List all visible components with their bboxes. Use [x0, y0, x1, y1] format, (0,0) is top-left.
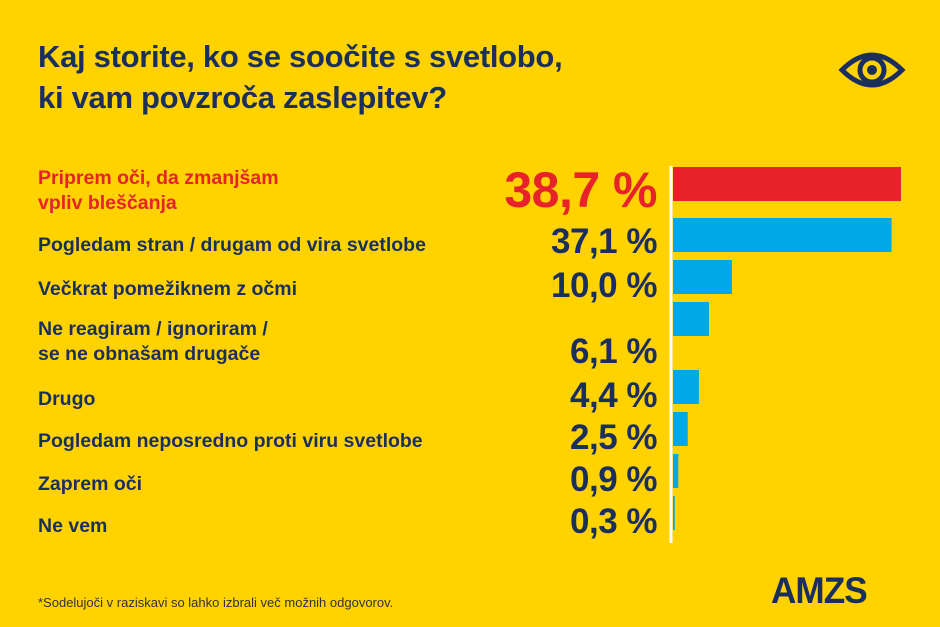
- category-label: Zaprem oči: [38, 473, 143, 495]
- bar: [673, 302, 709, 336]
- chart-title: Kaj storite, ko se soočite s svetlobo, k…: [38, 39, 563, 115]
- bar: [673, 370, 699, 404]
- category-label: Večkrat pomežiknem z očmi: [38, 278, 298, 300]
- value-label: 38,7 %: [504, 162, 657, 218]
- category-label: Ne reagiram / ignoriram / se ne obnašam …: [38, 318, 268, 365]
- value-label: 6,1 %: [570, 332, 658, 371]
- category-label: Drugo: [38, 388, 96, 410]
- category-label: Priprem oči, da zmanjšam vpliv bleščanja: [38, 167, 279, 214]
- bar: [673, 260, 732, 294]
- value-label: 10,0 %: [551, 266, 657, 305]
- bar: [673, 218, 892, 252]
- bar: [673, 496, 675, 530]
- category-label: Pogledam neposredno proti viru svetlobe: [38, 430, 423, 452]
- eye-icon: [838, 52, 906, 88]
- amzs-logo: AMZS: [771, 570, 868, 611]
- value-label: 4,4 %: [570, 376, 658, 415]
- bar: [673, 454, 679, 488]
- bar: [673, 167, 901, 201]
- footnote: *Sodelujoči v raziskavi so lahko izbrali…: [38, 595, 394, 610]
- value-label: 2,5 %: [570, 418, 658, 457]
- value-label: 0,9 %: [570, 460, 658, 499]
- value-label: 0,3 %: [570, 502, 658, 541]
- category-label: Ne vem: [38, 515, 108, 537]
- value-label: 37,1 %: [551, 222, 657, 261]
- category-label: Pogledam stran / drugam od vira svetlobe: [38, 234, 426, 256]
- bar: [673, 412, 688, 446]
